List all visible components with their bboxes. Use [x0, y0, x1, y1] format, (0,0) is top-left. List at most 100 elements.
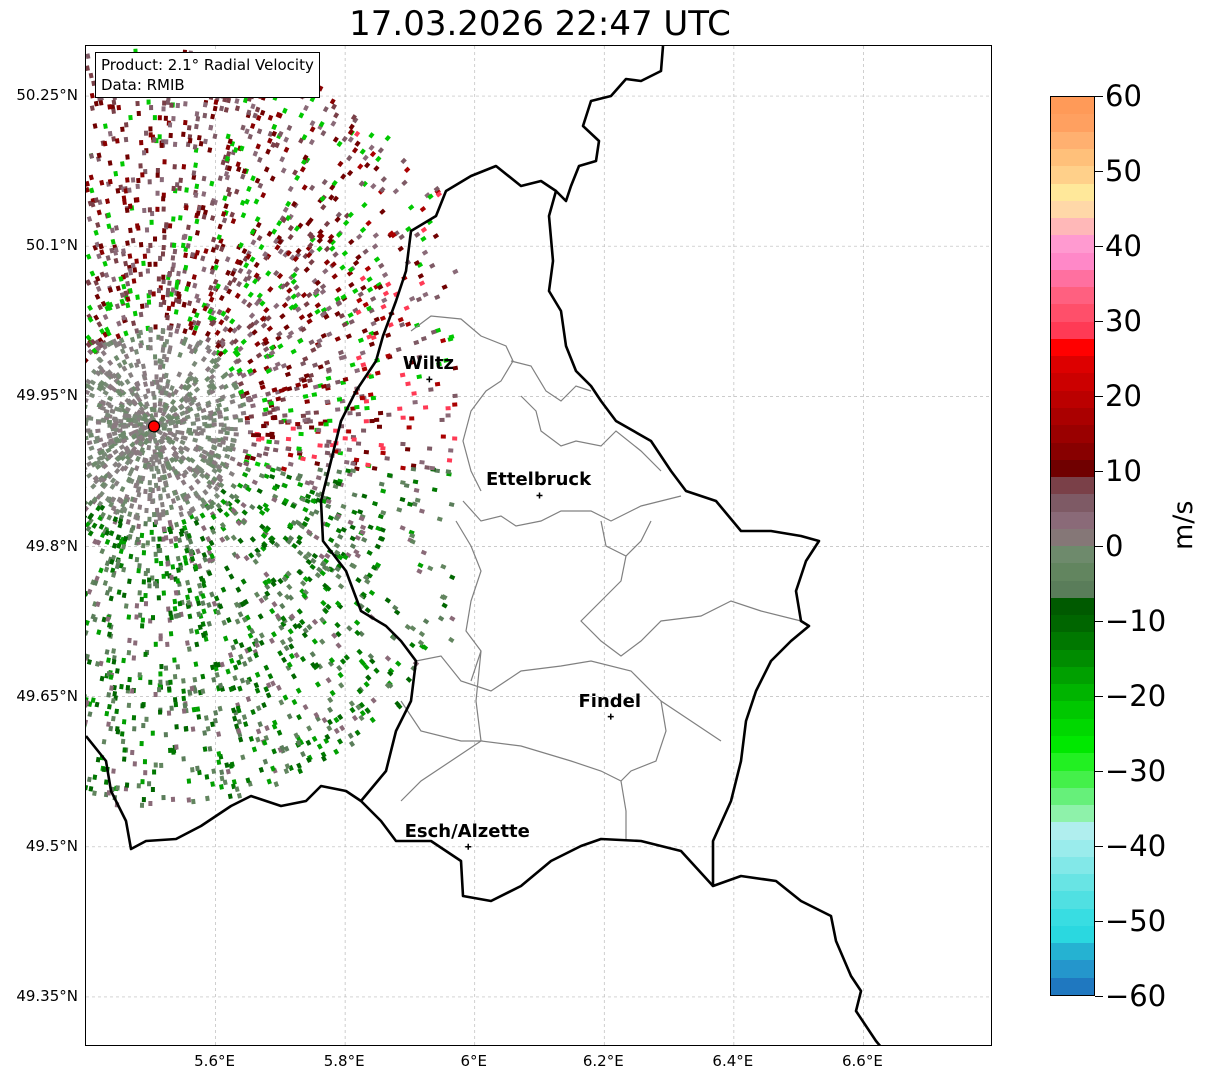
echo-pixel	[336, 738, 344, 745]
echo-pixel	[268, 400, 275, 406]
canton-border	[510, 360, 592, 402]
colorbar-tick-label: 0	[1105, 529, 1124, 563]
echo-pixel	[351, 714, 359, 722]
echo-pixel	[202, 746, 208, 752]
echo-pixel	[213, 709, 219, 716]
echo-pixel	[99, 379, 106, 387]
echo-pixel	[129, 503, 135, 509]
echo-pixel	[213, 99, 219, 105]
echo-pixel	[327, 706, 334, 713]
colorbar-band	[1051, 425, 1094, 443]
echo-pixel	[223, 565, 230, 572]
echo-pixel	[116, 320, 122, 327]
echo-pixel	[185, 493, 192, 500]
echo-pixel	[183, 101, 188, 107]
echo-pixel	[371, 500, 378, 507]
echo-pixel	[152, 769, 157, 775]
echo-pixel	[191, 329, 198, 336]
echo-pixel	[160, 501, 165, 508]
echo-pixel	[161, 106, 166, 112]
echo-pixel	[118, 418, 124, 424]
echo-pixel	[368, 589, 376, 596]
echo-pixel	[448, 636, 455, 643]
echo-pixel	[397, 245, 404, 252]
echo-pixel	[127, 288, 133, 294]
echo-pixel	[134, 556, 140, 563]
echo-pixel	[170, 255, 176, 261]
echo-pixel	[161, 385, 167, 392]
echo-pixel	[282, 413, 288, 418]
echo-pixel	[114, 225, 119, 231]
echo-pixel	[236, 280, 243, 288]
echo-pixel	[356, 648, 363, 656]
echo-pixel	[171, 749, 176, 755]
echo-pixel	[258, 639, 265, 647]
echo-pixel	[369, 150, 377, 158]
echo-pixel	[138, 242, 144, 248]
echo-pixel	[113, 421, 119, 426]
echo-pixel	[260, 192, 267, 199]
echo-pixel	[231, 381, 238, 388]
colorbar-tick-label: −50	[1105, 904, 1167, 938]
echo-pixel	[186, 343, 193, 350]
echo-pixel	[168, 679, 173, 685]
echo-pixel	[278, 419, 284, 425]
echo-pixel	[338, 355, 345, 361]
canton-border	[580, 555, 802, 657]
echo-pixel	[359, 350, 366, 356]
echo-pixel	[119, 683, 124, 690]
echo-pixel	[240, 212, 247, 219]
echo-pixel	[157, 115, 162, 121]
echo-pixel	[86, 435, 89, 441]
echo-pixel	[175, 495, 181, 502]
echo-pixel	[357, 291, 364, 298]
echo-pixel	[164, 509, 170, 516]
echo-pixel	[232, 675, 238, 682]
echo-pixel	[400, 441, 406, 447]
echo-pixel	[119, 486, 126, 493]
echo-pixel	[181, 164, 187, 170]
echo-pixel	[390, 634, 397, 641]
echo-pixel	[239, 199, 246, 206]
echo-pixel	[254, 299, 261, 307]
echo-pixel	[99, 271, 106, 278]
echo-pixel	[133, 392, 140, 400]
colorbar-tick-mark	[1095, 321, 1103, 322]
echo-pixel	[208, 383, 215, 390]
echo-pixel	[362, 154, 369, 162]
echo-pixel	[309, 184, 316, 192]
echo-pixel	[222, 96, 228, 103]
echo-pixel	[320, 129, 327, 137]
echo-pixel	[135, 455, 141, 462]
echo-pixel	[311, 485, 318, 491]
echo-pixel	[390, 232, 397, 239]
echo-pixel	[241, 509, 248, 516]
echo-pixel	[181, 384, 189, 391]
echo-pixel	[266, 778, 272, 785]
echo-pixel	[112, 691, 118, 697]
echo-pixel	[311, 277, 318, 285]
echo-pixel	[352, 307, 359, 314]
echo-pixel	[121, 719, 127, 725]
echo-pixel	[127, 676, 132, 683]
echo-pixel	[173, 542, 179, 549]
echo-pixel	[359, 395, 366, 401]
echo-pixel	[302, 627, 309, 634]
echo-pixel	[217, 350, 224, 358]
echo-pixel	[150, 499, 155, 505]
echo-pixel	[219, 394, 226, 401]
echo-pixel	[326, 439, 332, 444]
echo-pixel	[452, 402, 458, 407]
map-area[interactable]	[85, 45, 992, 1046]
echo-pixel	[195, 116, 201, 122]
echo-pixel	[118, 443, 126, 451]
echo-pixel	[107, 703, 112, 710]
echo-pixel	[142, 403, 149, 410]
echo-pixel	[216, 234, 222, 241]
echo-pixel	[218, 429, 224, 434]
echo-pixel	[274, 613, 281, 620]
echo-pixel	[154, 453, 159, 460]
echo-pixel	[328, 657, 336, 664]
echo-pixel	[403, 166, 411, 173]
echo-pixel	[206, 479, 213, 486]
